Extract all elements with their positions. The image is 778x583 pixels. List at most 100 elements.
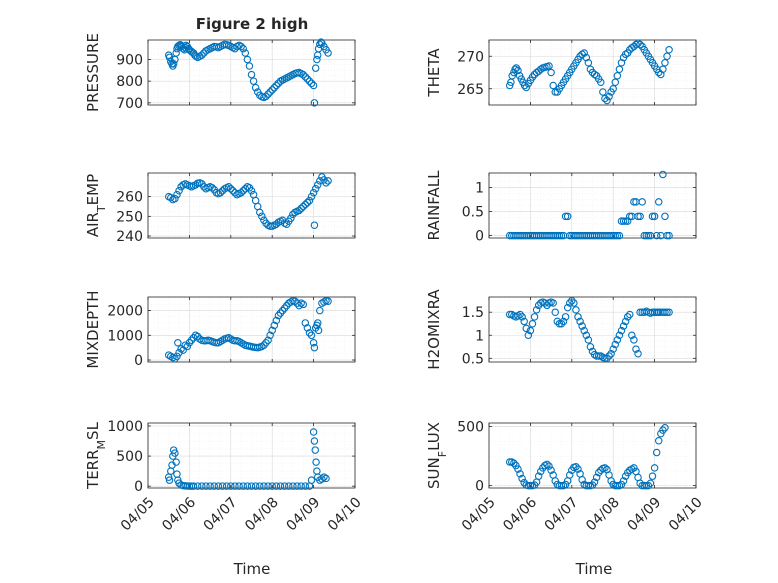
- data-point: [301, 73, 310, 81]
- data-point: [187, 336, 196, 345]
- data-point: [272, 81, 281, 90]
- data-point: [605, 92, 613, 101]
- y-tick-label: 500: [116, 449, 143, 465]
- data-point: [224, 183, 233, 191]
- data-point: [613, 231, 622, 240]
- data-point: [256, 482, 264, 490]
- data-point: [514, 66, 522, 75]
- data-point: [547, 68, 555, 77]
- data-point: [584, 481, 593, 490]
- data-point: [231, 482, 239, 490]
- data-point: [530, 313, 539, 321]
- data-point: [634, 212, 642, 221]
- data-point: [311, 185, 320, 193]
- data-point: [165, 476, 174, 484]
- data-point: [303, 75, 312, 83]
- data-point: [611, 78, 620, 87]
- data-point: [638, 198, 646, 206]
- data-point: [619, 217, 628, 225]
- subplot-h2omixra: 0.5 1 1.5 H2OMIXRA: [425, 289, 697, 370]
- data-point: [229, 186, 237, 195]
- data-point: [665, 231, 673, 240]
- y-tick-label: 1.5: [462, 305, 484, 321]
- data-point: [309, 188, 318, 197]
- data-point: [626, 212, 634, 221]
- y-tick-label: 260: [116, 190, 143, 206]
- y-tick-label: 1: [475, 328, 484, 344]
- subplot-grid: 700 800 900 PRESSURE 265 270 THETA 240 250 260 AIR…: [84, 33, 706, 534]
- data-point: [634, 349, 642, 358]
- data-point: [175, 348, 183, 357]
- data-point: [280, 482, 289, 490]
- data-point: [208, 184, 216, 192]
- subplot-air_temp: 240 250 260 AIRTEMP: [84, 172, 356, 245]
- data-point: [309, 81, 318, 90]
- data-point: [619, 477, 628, 485]
- data-point: [235, 482, 243, 490]
- data-point: [661, 308, 669, 316]
- data-point: [249, 77, 258, 85]
- data-point: [578, 322, 586, 330]
- data-point: [268, 86, 276, 94]
- data-point: [630, 198, 638, 206]
- data-point: [227, 482, 235, 490]
- y-tick-label: 500: [457, 420, 484, 436]
- data-point: [557, 231, 566, 240]
- data-point: [613, 72, 622, 80]
- data-point: [268, 326, 276, 335]
- axes-frame: [147, 296, 356, 363]
- data-point: [297, 482, 305, 490]
- data-point: [270, 83, 279, 92]
- data-point: [661, 423, 669, 432]
- data-point: [299, 202, 307, 211]
- data-point: [173, 190, 181, 199]
- data-point: [311, 64, 320, 72]
- data-point: [260, 482, 268, 490]
- data-point: [659, 65, 667, 74]
- data-point: [237, 188, 245, 197]
- data-point: [324, 177, 332, 185]
- data-point: [282, 301, 291, 310]
- data-point: [214, 482, 223, 490]
- data-point: [648, 212, 657, 221]
- subplot-theta: 265 270 THETA: [425, 39, 697, 106]
- data-point: [505, 458, 514, 466]
- data-point: [276, 482, 285, 490]
- data-point: [522, 83, 531, 92]
- y-tick-label: 0: [134, 353, 143, 369]
- y-tick-label: 0: [475, 479, 484, 495]
- data-point: [295, 301, 303, 310]
- data-point: [514, 465, 522, 473]
- data-point: [280, 304, 289, 312]
- data-point: [648, 472, 657, 480]
- data-point: [251, 482, 260, 490]
- data-point: [578, 475, 586, 484]
- data-point: [245, 62, 254, 70]
- y-axis-label: RAINFALL: [425, 170, 443, 241]
- data-point: [545, 62, 553, 70]
- data-point: [650, 464, 659, 472]
- data-point: [212, 338, 221, 347]
- data-point: [516, 310, 524, 319]
- data-point: [644, 231, 653, 240]
- data-point: [652, 448, 661, 457]
- data-point: [532, 306, 541, 314]
- data-point: [543, 460, 551, 469]
- data-point: [301, 200, 310, 209]
- data-point: [247, 70, 256, 79]
- data-point: [592, 473, 601, 482]
- data-point: [626, 310, 634, 319]
- data-point: [175, 186, 183, 195]
- subplot-mixdepth: 0 1000 2000 MIXDEPTH: [84, 290, 356, 369]
- data-point: [239, 482, 247, 490]
- data-point: [590, 478, 599, 486]
- data-point: [644, 481, 653, 490]
- data-point: [613, 336, 622, 344]
- data-point: [661, 58, 669, 67]
- data-point: [303, 198, 312, 207]
- y-tick-label: 0.5: [462, 351, 484, 367]
- data-point: [568, 296, 576, 305]
- data-point: [524, 331, 533, 340]
- y-axis-label: AIRTEMP: [84, 174, 108, 237]
- data-point: [636, 40, 644, 49]
